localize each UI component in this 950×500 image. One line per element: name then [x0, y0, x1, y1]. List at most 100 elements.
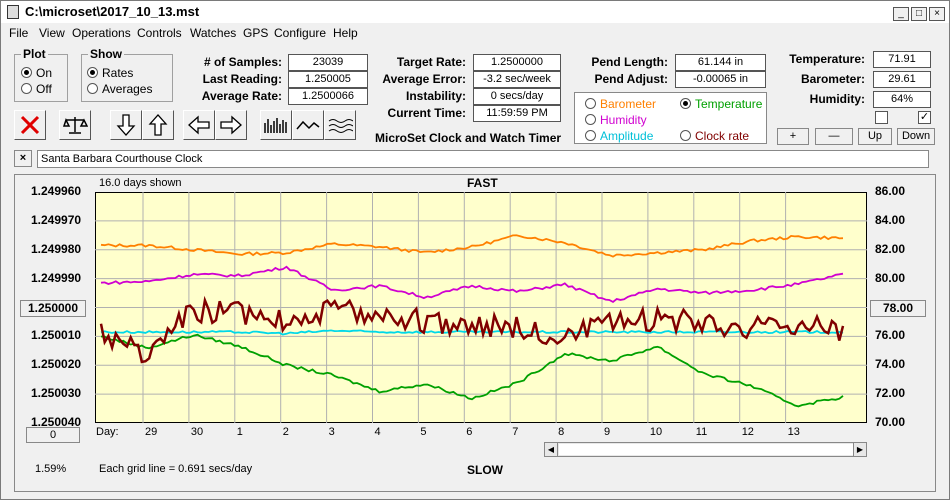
pend-adjust-label: Pend Adjust: — [594, 72, 668, 86]
humidity-value: 64% — [873, 91, 931, 108]
left-axis-label[interactable]: 1.250000 — [20, 299, 86, 317]
day-tick-label: 13 — [787, 426, 800, 438]
clear-description-button[interactable]: × — [14, 150, 32, 167]
right-axis-label: 76.00 — [875, 328, 906, 343]
temperature-value: 71.91 — [873, 51, 931, 68]
right-axis-label: 74.00 — [875, 357, 906, 372]
minimize-button[interactable]: _ — [893, 7, 909, 21]
plot-off-radio[interactable]: Off — [21, 82, 52, 96]
plus-button[interactable]: + — [777, 128, 809, 145]
humidity-checkbox-2[interactable]: ✓ — [918, 111, 931, 124]
average-rate-label: Average Rate: — [201, 89, 282, 103]
arrow-up-button[interactable] — [142, 110, 174, 140]
scroll-left-arrow[interactable]: ◀ — [545, 443, 558, 456]
arrow-left-button[interactable] — [183, 110, 215, 140]
chart-panel: 16.0 days shown FAST 1.249960 1.249970 1.2… — [14, 174, 936, 492]
pend-adjust-value: -0.00065 in — [675, 71, 766, 88]
clock-description-input[interactable]: Santa Barbara Courthouse Clock — [37, 150, 929, 168]
multi-line-button[interactable] — [324, 110, 356, 140]
right-axis-label: 70.00 — [875, 415, 906, 429]
titlebar: C:\microset\2017_10_13.mst _ □ × — [1, 1, 949, 23]
plot-on-radio[interactable]: On — [21, 66, 52, 80]
target-rate-label: Target Rate: — [396, 55, 466, 69]
app-name-label: MicroSet Clock and Watch Timer — [375, 131, 562, 145]
average-error-value: -3.2 sec/week — [473, 71, 561, 88]
samples-label: # of Samples: — [203, 55, 282, 69]
scroll-thumb[interactable] — [559, 444, 853, 455]
balance-button[interactable] — [59, 110, 91, 140]
last-reading-value: 1.250005 — [288, 71, 368, 88]
sensor-clock-rate-radio[interactable]: Clock rate — [680, 129, 749, 143]
menu-view[interactable]: View — [39, 26, 65, 40]
day-label: Day: — [96, 426, 119, 438]
current-time-value: 11:59:59 PM — [473, 105, 561, 122]
line-graph-icon — [296, 120, 320, 130]
series-line-amplitude — [100, 329, 844, 336]
series-line-clock-rate — [99, 295, 845, 364]
bar-graph-icon — [264, 118, 287, 133]
red-x-icon — [20, 115, 40, 135]
day-tick-label: 12 — [741, 426, 754, 438]
bar-graph-button[interactable] — [260, 110, 292, 140]
show-group-label: Show — [88, 47, 124, 61]
left-axis-label: 1.249960 — [31, 184, 82, 198]
day-tick-label: 9 — [604, 426, 611, 438]
menu-controls[interactable]: Controls — [137, 26, 182, 40]
series-line-temperature — [100, 333, 844, 408]
menu-gps[interactable]: GPS — [243, 26, 269, 40]
day-tick-label: 5 — [420, 426, 427, 438]
menu-help[interactable]: Help — [333, 26, 358, 40]
arrow-right-button[interactable] — [215, 110, 247, 140]
menu-file[interactable]: File — [9, 26, 29, 40]
horizontal-scrollbar[interactable]: ◀ ▶ — [544, 442, 867, 457]
app-icon — [7, 5, 19, 19]
show-group: Show Rates Averages — [81, 47, 173, 102]
right-axis-label: 86.00 — [875, 184, 906, 198]
slow-label: SLOW — [467, 463, 503, 477]
day-tick-label: 4 — [374, 426, 381, 438]
day-tick-label: 2 — [282, 426, 289, 438]
day-tick-label: 30 — [190, 426, 204, 438]
menu-operations[interactable]: Operations — [72, 26, 131, 40]
sensor-select-box: Barometer Temperature Humidity Amplitude… — [574, 92, 767, 144]
up-button[interactable]: Up — [858, 128, 892, 145]
sensor-amplitude-radio[interactable]: Amplitude — [585, 129, 653, 143]
menu-watches[interactable]: Watches — [190, 26, 237, 40]
sensor-barometer-radio[interactable]: Barometer — [585, 97, 656, 111]
minus-button[interactable]: — — [815, 128, 853, 145]
day-tick-label: 8 — [558, 426, 565, 438]
day-tick-label: 7 — [512, 426, 519, 438]
plot-group: Plot On Off — [14, 47, 68, 102]
barometer-label: Barometer: — [800, 72, 865, 86]
humidity-checkbox-1[interactable] — [875, 111, 888, 124]
day-tick-label: 10 — [649, 426, 663, 438]
right-axis-label[interactable]: 78.00 — [870, 299, 926, 317]
target-rate-value: 1.2500000 — [473, 54, 561, 71]
series-line-humidity — [100, 265, 844, 303]
show-averages-radio[interactable]: Averages — [87, 82, 152, 96]
down-button[interactable]: Down — [897, 128, 935, 145]
arrow-down-button[interactable] — [110, 110, 142, 140]
arrow-up-icon — [148, 114, 168, 136]
line-graph-button[interactable] — [292, 110, 324, 140]
instability-value: 0 secs/day — [473, 88, 561, 105]
offset-value-box[interactable]: 0 — [26, 427, 80, 443]
stop-button[interactable] — [14, 110, 46, 140]
menu-configure[interactable]: Configure — [274, 26, 327, 40]
left-axis-label: 1.250040 — [31, 415, 82, 429]
menubar: File View Operations Controls Watches GP… — [1, 23, 949, 43]
day-tick-label: 1 — [236, 426, 243, 438]
day-tick-label: 3 — [328, 426, 335, 438]
pend-length-value: 61.144 in — [675, 54, 766, 71]
maximize-button[interactable]: □ — [911, 7, 927, 21]
sensor-humidity-radio[interactable]: Humidity — [585, 113, 647, 127]
series-line-barometer — [100, 234, 844, 258]
sensor-temperature-radio[interactable]: Temperature — [680, 97, 762, 111]
close-window-button[interactable]: × — [929, 7, 945, 21]
pend-length-label: Pend Length: — [591, 55, 668, 69]
left-axis-label: 1.250020 — [31, 357, 82, 372]
show-rates-radio[interactable]: Rates — [87, 66, 133, 80]
day-tick-label: 6 — [466, 426, 473, 438]
scroll-right-arrow[interactable]: ▶ — [853, 443, 866, 456]
day-tick-label: 29 — [145, 426, 158, 438]
